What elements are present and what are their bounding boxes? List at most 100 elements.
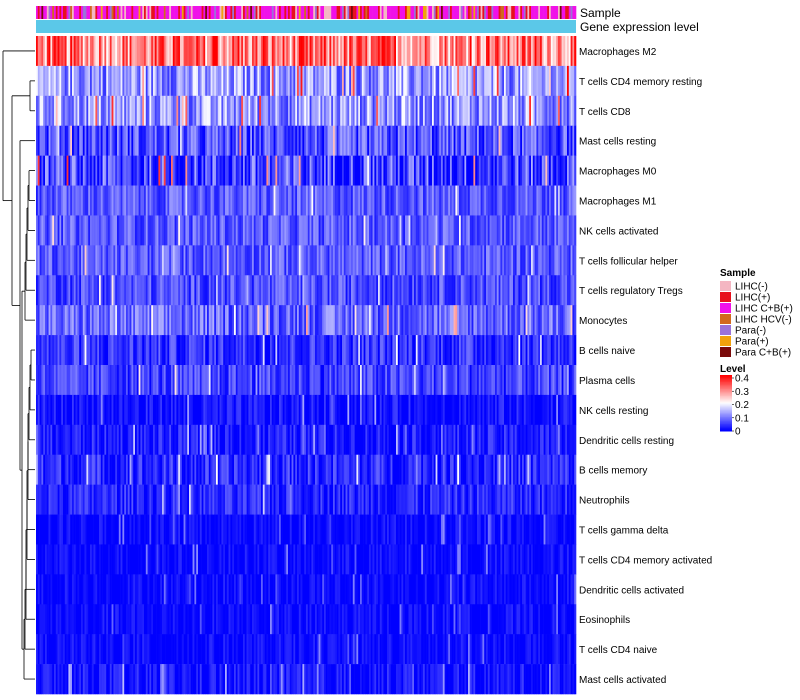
heatmap-cell — [41, 65, 44, 97]
heatmap-cell — [424, 245, 427, 276]
heatmap-cell — [73, 215, 76, 246]
heatmap-cell — [243, 95, 246, 127]
heatmap-cell — [421, 95, 424, 127]
heatmap-cell — [108, 394, 111, 426]
heatmap-cell — [248, 65, 251, 97]
heatmap-cell — [545, 394, 548, 426]
heatmap-cell — [565, 36, 568, 67]
heatmap-cell — [500, 305, 503, 336]
heatmap-cell — [336, 454, 339, 485]
heatmap-cell — [111, 424, 114, 456]
heatmap-cell — [194, 95, 197, 127]
heatmap-cell — [329, 245, 332, 276]
heatmap-cell — [187, 335, 190, 366]
heatmap-cell — [316, 335, 319, 366]
heatmap-cell — [230, 155, 233, 186]
heatmap-cell — [244, 95, 247, 127]
heatmap-cell — [412, 454, 415, 485]
heatmap-cell — [466, 125, 469, 156]
heatmap-cell — [216, 424, 219, 456]
heatmap-cell — [149, 424, 152, 456]
heatmap-cell — [304, 65, 307, 97]
heatmap-cell — [522, 36, 525, 67]
heatmap-cell — [102, 185, 105, 216]
heatmap-cell — [104, 484, 107, 515]
heatmap-cell — [469, 335, 472, 366]
heatmap-cell — [100, 36, 103, 67]
heatmap-cell — [160, 484, 163, 515]
heatmap-cell — [315, 365, 318, 396]
heatmap-cell — [298, 36, 301, 67]
heatmap-cell — [163, 65, 166, 97]
heatmap-cell — [61, 95, 64, 127]
sample-annotation-cell — [451, 6, 454, 19]
heatmap-cell — [230, 365, 233, 396]
heatmap-cell — [415, 245, 418, 276]
heatmap-cell — [48, 305, 51, 336]
heatmap-cell — [147, 36, 150, 67]
heatmap-cell — [540, 335, 543, 366]
heatmap-cell — [370, 305, 373, 336]
heatmap-cell — [160, 155, 163, 186]
heatmap-cell — [243, 245, 246, 276]
heatmap-cell — [376, 305, 379, 336]
heatmap-cell — [340, 424, 343, 456]
heatmap-cell — [379, 424, 382, 456]
heatmap-cell — [570, 335, 573, 366]
heatmap-cell — [261, 65, 264, 97]
heatmap-cell — [390, 394, 393, 426]
heatmap-cell — [297, 365, 300, 396]
heatmap-cell — [340, 305, 343, 336]
heatmap-cell — [439, 215, 442, 246]
heatmap-cell — [280, 125, 283, 156]
heatmap-cell — [468, 245, 471, 276]
heatmap-cell — [457, 185, 460, 216]
heatmap-cell — [387, 454, 390, 485]
heatmap-cell — [559, 125, 562, 156]
heatmap-cell — [540, 245, 543, 276]
sample-annotation-cell — [225, 6, 228, 19]
heatmap-cell — [192, 275, 195, 306]
heatmap-cell — [142, 185, 145, 216]
heatmap-cell — [347, 155, 350, 186]
sample-annotation-cell — [158, 6, 161, 19]
heatmap-cell — [356, 65, 359, 97]
heatmap-cell — [495, 454, 498, 485]
heatmap-cell — [163, 36, 166, 67]
heatmap-cell — [322, 95, 325, 127]
heatmap-cell — [172, 484, 175, 515]
heatmap-cell — [502, 125, 505, 156]
heatmap-cell — [153, 305, 156, 336]
heatmap-cell — [136, 275, 139, 306]
heatmap-cell — [203, 424, 206, 456]
sample-annotation-cell — [424, 6, 427, 19]
heatmap-cell — [455, 185, 458, 216]
heatmap-cell — [295, 215, 298, 246]
heatmap-cell — [122, 155, 125, 186]
heatmap-cell — [430, 275, 433, 306]
heatmap-cell — [390, 335, 393, 366]
heatmap-cell — [549, 185, 552, 216]
heatmap-cell — [410, 305, 413, 336]
heatmap-cell — [288, 125, 291, 156]
heatmap-cell — [237, 215, 240, 246]
heatmap-cell — [446, 215, 449, 246]
heatmap-cell — [100, 215, 103, 246]
heatmap-cell — [450, 454, 453, 485]
heatmap-cell — [316, 454, 319, 485]
heatmap-cell — [307, 394, 310, 426]
heatmap-cell — [271, 424, 274, 456]
heatmap-cell — [192, 36, 195, 67]
heatmap-cell — [36, 424, 39, 456]
heatmap-cell — [358, 424, 361, 456]
heatmap-cell — [106, 484, 109, 515]
heatmap-cell — [484, 185, 487, 216]
heatmap-cell — [442, 394, 445, 426]
heatmap-cell — [77, 275, 80, 306]
heatmap-cell — [412, 95, 415, 127]
heatmap-cell — [106, 424, 109, 456]
heatmap-cell — [383, 95, 386, 127]
heatmap-cell — [45, 65, 48, 97]
heatmap-cell — [511, 185, 514, 216]
heatmap-cell — [441, 394, 444, 426]
